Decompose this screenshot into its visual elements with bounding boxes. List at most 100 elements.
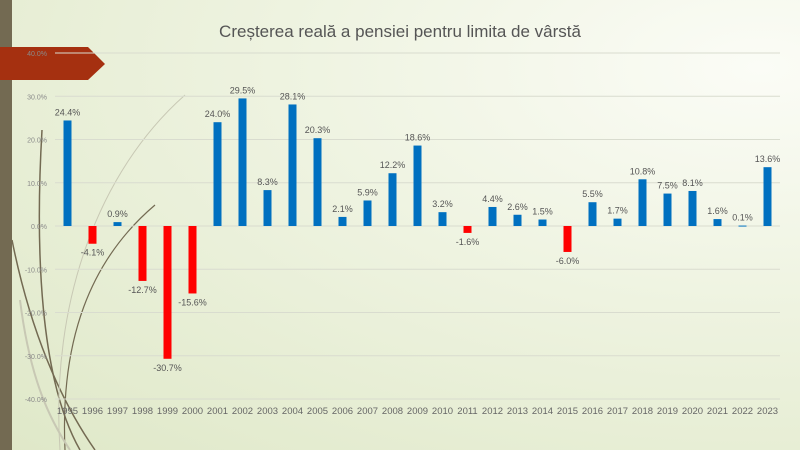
x-tick-label: 2004 — [282, 406, 303, 417]
bar-2013 — [513, 214, 522, 226]
x-tick-label: 2011 — [457, 406, 477, 417]
x-tick-label: 1996 — [82, 406, 103, 417]
data-label: -6.0% — [556, 256, 580, 266]
x-tick-label: 2017 — [607, 406, 628, 417]
data-label: -1.6% — [456, 237, 480, 247]
x-tick-label: 2005 — [307, 406, 328, 417]
x-tick-label: 2018 — [632, 406, 653, 417]
x-tick-label: 2012 — [482, 406, 503, 417]
data-label: 5.9% — [357, 187, 378, 197]
bar-2016 — [588, 202, 597, 226]
data-label: 24.0% — [205, 109, 231, 119]
x-tick-label: 2002 — [232, 406, 253, 417]
data-label: 7.5% — [657, 181, 678, 191]
bar-2014 — [538, 219, 547, 226]
bar-2003 — [263, 190, 272, 226]
bar-2022 — [738, 225, 747, 227]
x-tick-label: 2014 — [532, 406, 553, 417]
data-label: 2.6% — [507, 202, 528, 212]
bar-2011 — [463, 226, 472, 233]
bar-2015 — [563, 226, 572, 252]
x-tick-label: 2007 — [357, 406, 378, 417]
bar-1998 — [138, 226, 147, 281]
y-tick-label: 30.0% — [27, 94, 47, 101]
x-tick-label: 2006 — [332, 406, 353, 417]
x-tick-label: 2023 — [757, 406, 778, 417]
bar-2002 — [238, 98, 247, 226]
data-label: 8.3% — [257, 177, 278, 187]
x-tick-label: 1995 — [57, 406, 78, 417]
data-label: 28.1% — [280, 91, 306, 101]
x-tick-label: 2019 — [657, 406, 678, 417]
bar-1996 — [88, 226, 97, 244]
y-tick-label: 20.0% — [27, 138, 47, 145]
bar-2007 — [363, 200, 372, 226]
bar-2004 — [288, 104, 297, 226]
bar-2005 — [313, 138, 322, 226]
x-tick-label: 2021 — [707, 406, 728, 417]
data-label: 13.6% — [755, 154, 781, 164]
decorative-strip — [0, 0, 12, 450]
data-label: 8.1% — [682, 178, 703, 188]
decorative-banner — [0, 47, 105, 80]
bar-2019 — [663, 193, 672, 226]
x-tick-label: 1998 — [132, 406, 153, 417]
y-tick-label: -40.0% — [25, 397, 47, 404]
data-label: 18.6% — [405, 133, 431, 143]
bar-2001 — [213, 122, 222, 226]
data-label: 0.9% — [107, 209, 128, 219]
bar-1997 — [113, 222, 122, 226]
x-tick-label: 2008 — [382, 406, 403, 417]
chart-title: Creșterea reală a pensiei pentru limita … — [219, 22, 581, 41]
x-tick-label: 1997 — [107, 406, 128, 417]
bar-2021 — [713, 219, 722, 226]
data-label: 24.4% — [55, 107, 81, 117]
x-tick-label: 2022 — [732, 406, 753, 417]
data-label: 3.2% — [432, 199, 453, 209]
bar-2020 — [688, 190, 697, 226]
data-label: 4.4% — [482, 194, 503, 204]
bar-2018 — [638, 179, 647, 226]
data-label: 12.2% — [380, 160, 406, 170]
bar-2006 — [338, 216, 347, 226]
y-tick-label: -30.0% — [25, 354, 47, 361]
bar-1995 — [63, 120, 72, 226]
bar-2010 — [438, 212, 447, 226]
data-label: 29.5% — [230, 85, 256, 95]
data-label: 1.5% — [532, 207, 553, 217]
x-tick-label: 2020 — [682, 406, 703, 417]
x-tick-label: 2001 — [207, 406, 228, 417]
data-label: 10.8% — [630, 166, 656, 176]
bar-2008 — [388, 173, 397, 226]
y-tick-label: -20.0% — [25, 311, 47, 318]
x-tick-label: 2016 — [582, 406, 603, 417]
data-label: 1.7% — [607, 206, 628, 216]
bar-2009 — [413, 145, 422, 226]
bar-2023 — [763, 167, 772, 226]
bar-2017 — [613, 218, 622, 226]
x-tick-label: 2010 — [432, 406, 453, 417]
data-label: 5.5% — [582, 189, 603, 199]
data-label: 2.1% — [332, 204, 353, 214]
x-tick-label: 1999 — [157, 406, 178, 417]
data-label: 1.6% — [707, 206, 728, 216]
decorative-curves — [11, 94, 186, 450]
data-label: -15.6% — [178, 297, 207, 307]
x-tick-label: 2003 — [257, 406, 278, 417]
data-label: 20.3% — [305, 125, 331, 135]
y-tick-label: 0.0% — [31, 224, 47, 231]
data-label: 0.1% — [732, 213, 753, 223]
x-tick-label: 2000 — [182, 406, 203, 417]
x-tick-label: 2009 — [407, 406, 428, 417]
x-tick-label: 2013 — [507, 406, 528, 417]
y-tick-label: 40.0% — [27, 51, 47, 58]
data-label: -30.7% — [153, 363, 182, 373]
data-label: -4.1% — [81, 248, 105, 258]
bar-2000 — [188, 226, 197, 294]
bar-2012 — [488, 206, 497, 226]
bar-1999 — [163, 226, 172, 359]
y-tick-label: 10.0% — [27, 181, 47, 188]
data-label: -12.7% — [128, 285, 157, 295]
x-tick-label: 2015 — [557, 406, 578, 417]
